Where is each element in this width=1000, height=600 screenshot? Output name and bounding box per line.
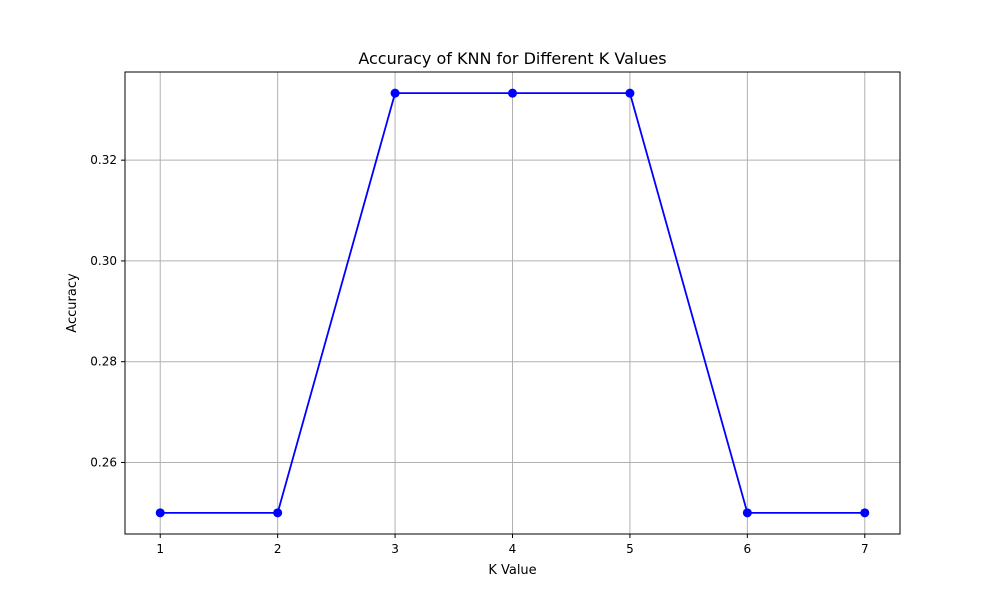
x-tick-label: 2 xyxy=(274,542,282,556)
y-axis-ticks: 0.26 0.28 0.30 0.32 xyxy=(90,153,125,469)
x-tick-label: 3 xyxy=(391,542,399,556)
x-tick-label: 1 xyxy=(156,542,164,556)
y-tick-label: 0.32 xyxy=(90,153,117,167)
data-point-k-5 xyxy=(625,88,635,98)
x-tick-label: 7 xyxy=(861,542,869,556)
data-point-k-2 xyxy=(273,508,283,518)
x-tick-label: 6 xyxy=(744,542,752,556)
x-tick-label: 5 xyxy=(626,542,634,556)
y-tick-label: 0.28 xyxy=(90,355,117,369)
x-tick-label: 4 xyxy=(509,542,517,556)
series-layer xyxy=(155,88,870,518)
grid xyxy=(125,72,900,534)
y-axis-label: Accuracy xyxy=(65,273,80,333)
data-point-k-7 xyxy=(860,508,870,518)
data-point-k-6 xyxy=(742,508,752,518)
data-point-k-4 xyxy=(508,88,517,98)
y-tick-label: 0.30 xyxy=(90,254,117,268)
data-point-k-1 xyxy=(155,508,165,518)
chart-title: Accuracy of KNN for Different K Values xyxy=(358,49,666,68)
x-axis-ticks: 1 2 3 4 5 6 7 xyxy=(156,534,869,556)
y-tick-label: 0.26 xyxy=(90,455,117,469)
x-axis-label: K Value xyxy=(488,563,536,578)
data-point-k-3 xyxy=(390,88,400,98)
